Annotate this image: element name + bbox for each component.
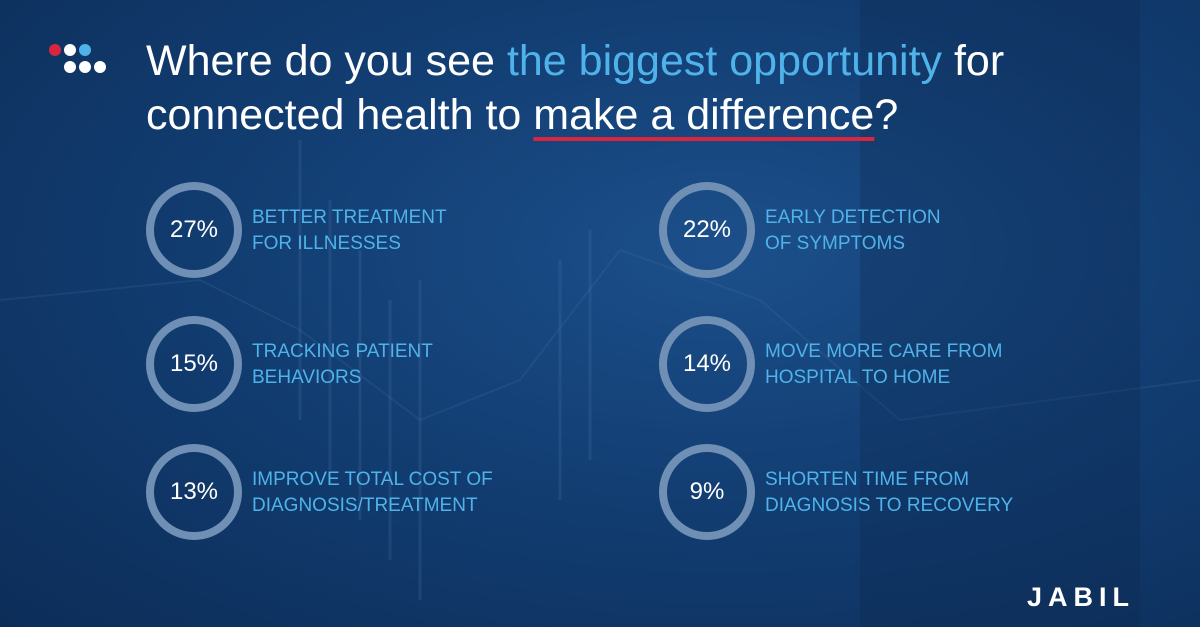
stat-label-line: TRACKING PATIENT <box>252 341 433 362</box>
stat-label-line: IMPROVE TOTAL COST OF <box>252 469 493 490</box>
stat-label: BETTER TREATMENT FOR ILLNESSES <box>252 205 622 257</box>
stat-label-line: DIAGNOSIS TO RECOVERY <box>765 495 1014 516</box>
stat-item: 15% TRACKING PATIENT BEHAVIORS <box>146 316 626 412</box>
stat-label: TRACKING PATIENT BEHAVIORS <box>252 339 622 391</box>
stat-label-line: DIAGNOSIS/TREATMENT <box>252 495 478 516</box>
stat-label-line: HOSPITAL TO HOME <box>765 367 951 388</box>
stat-item: 13% IMPROVE TOTAL COST OF DIAGNOSIS/TREA… <box>146 444 626 540</box>
title-highlight: the biggest opportunity <box>506 37 943 85</box>
stat-label-line: BEHAVIORS <box>252 367 362 388</box>
page-title: Where do you see the biggest opportunity… <box>146 34 1166 142</box>
stat-value-ring: 9% <box>659 444 755 540</box>
stat-label-line: SHORTEN TIME FROM <box>765 469 970 490</box>
brand-logo: JABIL <box>1027 582 1136 612</box>
stat-label-line: MOVE MORE CARE FROM <box>765 341 1003 362</box>
stat-value-ring: 14% <box>659 316 755 412</box>
dots-logo-icon <box>49 44 106 73</box>
stat-label: EARLY DETECTION OF SYMPTOMS <box>765 205 1135 257</box>
stat-label: MOVE MORE CARE FROM HOSPITAL TO HOME <box>765 339 1135 391</box>
stat-value-ring: 22% <box>659 182 755 278</box>
stat-label-line: FOR ILLNESSES <box>252 233 401 254</box>
title-part1: Where do you see <box>146 37 507 85</box>
stat-label-line: OF SYMPTOMS <box>765 233 906 254</box>
stat-item: 9% SHORTEN TIME FROM DIAGNOSIS TO RECOVE… <box>659 444 1139 540</box>
stat-item: 27% BETTER TREATMENT FOR ILLNESSES <box>146 182 626 278</box>
stat-label-line: EARLY DETECTION <box>765 207 941 228</box>
stat-item: 14% MOVE MORE CARE FROM HOSPITAL TO HOME <box>659 316 1139 412</box>
stat-value-ring: 13% <box>146 444 242 540</box>
stat-label: IMPROVE TOTAL COST OF DIAGNOSIS/TREATMEN… <box>252 467 622 519</box>
stat-value-ring: 15% <box>146 316 242 412</box>
title-part2: for connected health to <box>146 37 1005 139</box>
stat-label-line: BETTER TREATMENT <box>252 207 447 228</box>
title-underlined: make a difference <box>533 91 875 139</box>
stat-label: SHORTEN TIME FROM DIAGNOSIS TO RECOVERY <box>765 467 1135 519</box>
stat-value-ring: 27% <box>146 182 242 278</box>
title-end: ? <box>874 91 899 139</box>
stat-item: 22% EARLY DETECTION OF SYMPTOMS <box>659 182 1139 278</box>
